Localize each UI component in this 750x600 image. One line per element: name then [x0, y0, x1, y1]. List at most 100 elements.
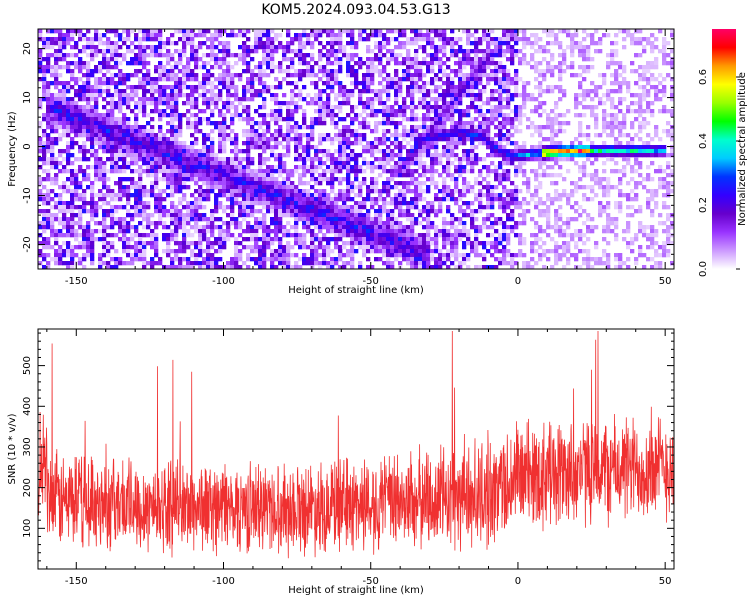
heatmap-cell [478, 201, 483, 206]
heatmap-cell [474, 69, 479, 74]
heatmap-cell [526, 117, 531, 122]
heatmap-cell [122, 189, 127, 194]
heatmap-cell [326, 61, 331, 66]
heatmap-cell [570, 141, 575, 146]
heatmap-cell [210, 65, 215, 70]
heatmap-cell [602, 73, 607, 78]
heatmap-cell [590, 153, 595, 158]
heatmap-cell [146, 217, 151, 222]
heatmap-cell [358, 185, 363, 190]
heatmap-cell [106, 81, 111, 86]
heatmap-cell [218, 49, 223, 54]
heatmap-cell [50, 109, 55, 114]
heatmap-cell [330, 53, 335, 58]
heatmap-cell [498, 201, 503, 206]
heatmap-cell [98, 69, 103, 74]
heatmap-cell [306, 133, 311, 138]
heatmap-cell [386, 129, 391, 134]
heatmap-cell [618, 177, 623, 182]
heatmap-cell [110, 113, 115, 118]
heatmap-cell [386, 105, 391, 110]
heatmap-cell [574, 113, 579, 118]
heatmap-cell [270, 45, 275, 50]
heatmap-cell [318, 89, 323, 94]
heatmap-cell [446, 141, 451, 146]
heatmap-cell [426, 205, 431, 210]
heatmap-cell [438, 85, 443, 90]
heatmap-cell [546, 125, 551, 130]
heatmap-cell [394, 169, 399, 174]
heatmap-cell [210, 109, 215, 114]
heatmap-cell [402, 173, 407, 178]
heatmap-cell [186, 209, 191, 214]
heatmap-cell [662, 77, 667, 82]
heatmap-cell [266, 49, 271, 54]
heatmap-cell [342, 161, 347, 166]
heatmap-cell [106, 185, 111, 190]
heatmap-cell [250, 185, 255, 190]
heatmap-cell [118, 89, 123, 94]
heatmap-cell [158, 193, 163, 198]
heatmap-cell [218, 89, 223, 94]
heatmap-cell [370, 217, 375, 222]
heatmap-cell [594, 105, 599, 110]
heatmap-cell [506, 73, 511, 78]
heatmap-cell [42, 129, 47, 134]
heatmap-cell [438, 37, 443, 42]
heatmap-cell [166, 185, 171, 190]
heatmap-cell [230, 53, 235, 58]
heatmap-cell [134, 89, 139, 94]
heatmap-cell [110, 105, 115, 110]
heatmap-cell [522, 45, 527, 50]
heatmap-cell [394, 141, 399, 146]
heatmap-cell [330, 189, 335, 194]
heatmap-cell [470, 209, 475, 214]
heatmap-cell [102, 61, 107, 66]
heatmap-cell [346, 197, 351, 202]
heatmap-cell [398, 161, 403, 166]
heatmap-cell [42, 177, 47, 182]
heatmap-cell [550, 89, 555, 94]
heatmap-cell [70, 213, 75, 218]
heatmap-cell [506, 45, 511, 50]
heatmap-cell [606, 53, 611, 58]
heatmap-cell [290, 89, 295, 94]
heatmap-cell [242, 169, 247, 174]
heatmap-cell [590, 57, 595, 62]
heatmap-cell [434, 105, 439, 110]
heatmap-cell [582, 77, 587, 82]
heatmap-cell [134, 125, 139, 130]
heatmap-cell [542, 49, 547, 54]
heatmap-cell [198, 201, 203, 206]
heatmap-cell [570, 157, 575, 162]
heatmap-cell [414, 29, 419, 34]
heatmap-cell [82, 145, 87, 150]
heatmap-cell [262, 57, 267, 62]
heatmap-cell [238, 209, 243, 214]
heatmap-cell [126, 165, 131, 170]
heatmap-cell [182, 93, 187, 98]
heatmap-cell [302, 165, 307, 170]
heatmap-cell [410, 85, 415, 90]
heatmap-cell [130, 49, 135, 54]
heatmap-cell [550, 109, 555, 114]
heatmap-cell [654, 153, 659, 158]
heatmap-cell [314, 165, 319, 170]
heatmap-cell [650, 153, 655, 158]
heatmap-cell [282, 45, 287, 50]
heatmap-cell [478, 121, 483, 126]
heatmap-cell [546, 149, 551, 154]
heatmap-cell [514, 193, 519, 198]
heatmap-cell [222, 145, 227, 150]
heatmap-cell [186, 177, 191, 182]
heatmap-cell [170, 193, 175, 198]
heatmap-cell [382, 109, 387, 114]
heatmap-cell [562, 153, 567, 158]
heatmap-cell [634, 157, 639, 162]
heatmap-cell [578, 185, 583, 190]
heatmap-cell [434, 45, 439, 50]
heatmap-cell [194, 53, 199, 58]
heatmap-cell [486, 217, 491, 222]
heatmap-cell [318, 121, 323, 126]
heatmap-cell [470, 137, 475, 142]
